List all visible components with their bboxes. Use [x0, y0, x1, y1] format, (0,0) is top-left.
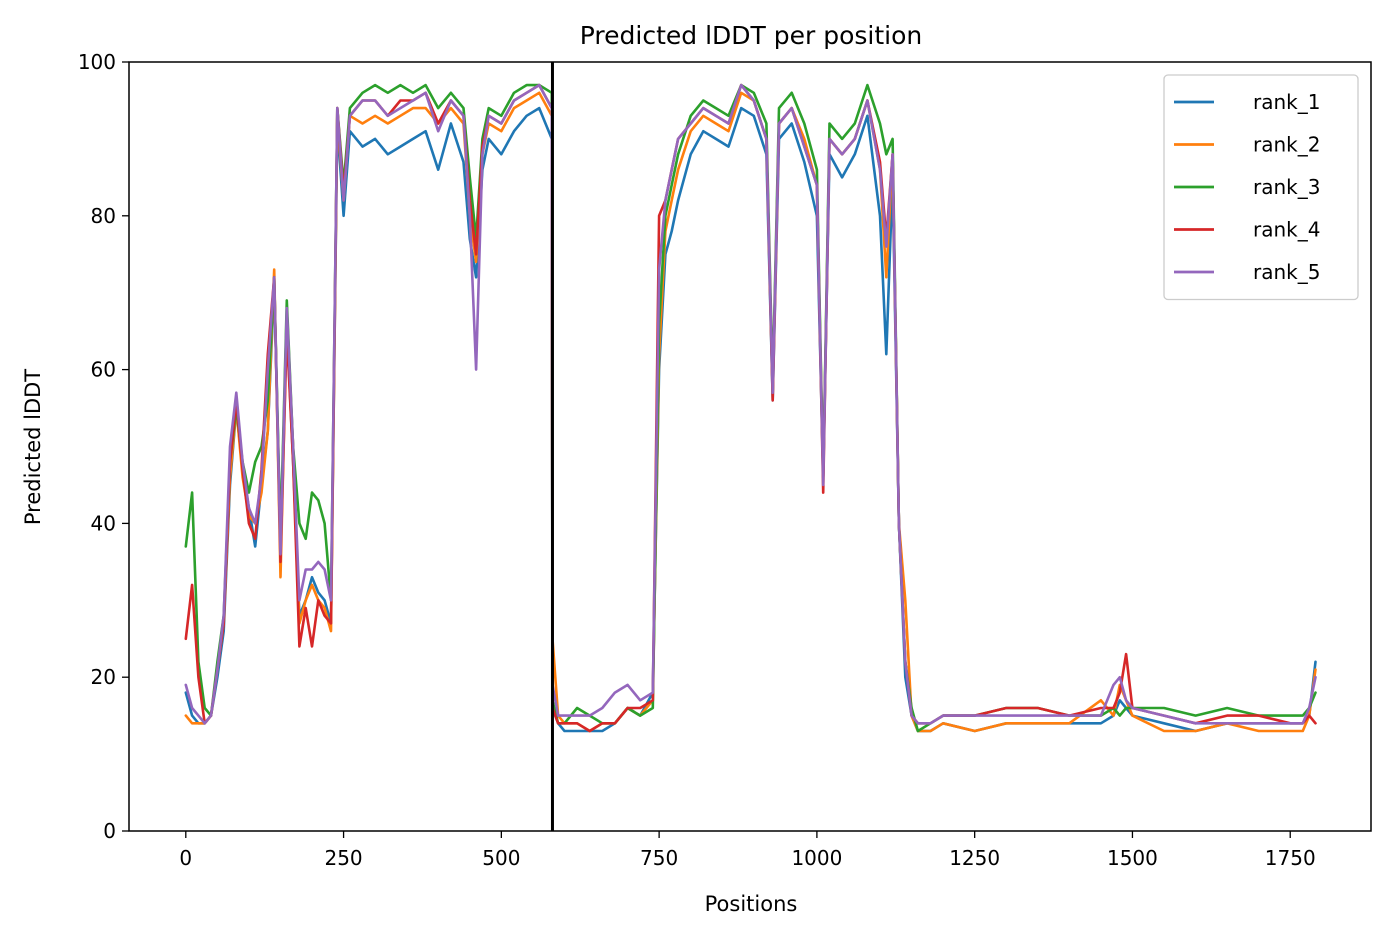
y-tick-label: 80: [91, 204, 116, 228]
plot-frame: [128, 61, 1372, 832]
x-tick-label: 1750: [1265, 846, 1316, 870]
legend-label-rank_3: rank_3: [1253, 175, 1320, 199]
legend-label-rank_5: rank_5: [1253, 260, 1320, 284]
x-tick-label: 250: [324, 846, 362, 870]
y-axis-label: Predicted lDDT: [21, 369, 45, 525]
x-tick-label: 750: [640, 846, 678, 870]
x-tick-label: 1000: [791, 846, 842, 870]
y-tick-label: 60: [91, 358, 116, 382]
legend: rank_1 rank_2 rank_3 rank_4 rank_5: [1163, 74, 1359, 301]
x-tick-label: 1500: [1107, 846, 1158, 870]
plot-lines: [184, 83, 1317, 733]
y-tick-label: 40: [91, 511, 116, 535]
x-tick-label: 1250: [949, 846, 1000, 870]
legend-label-rank_1: rank_1: [1253, 90, 1320, 114]
y-tick-label: 100: [78, 50, 116, 74]
chart-title: Predicted lDDT per position: [580, 21, 922, 50]
legend-label-rank_2: rank_2: [1253, 133, 1320, 157]
legend-label-rank_4: rank_4: [1253, 218, 1320, 242]
legend-box: [1163, 74, 1359, 301]
y-axis: 0 20 40 60 80 100: [78, 50, 129, 843]
x-tick-label: 0: [179, 846, 192, 870]
series-line-rank_5: [184, 83, 1317, 725]
y-tick-label: 20: [91, 665, 116, 689]
y-tick-label: 0: [103, 819, 116, 843]
x-tick-label: 500: [482, 846, 520, 870]
x-axis-label: Positions: [705, 892, 798, 916]
x-axis: 0 250 500 750 1000 1250 1500 1750: [179, 831, 1316, 870]
